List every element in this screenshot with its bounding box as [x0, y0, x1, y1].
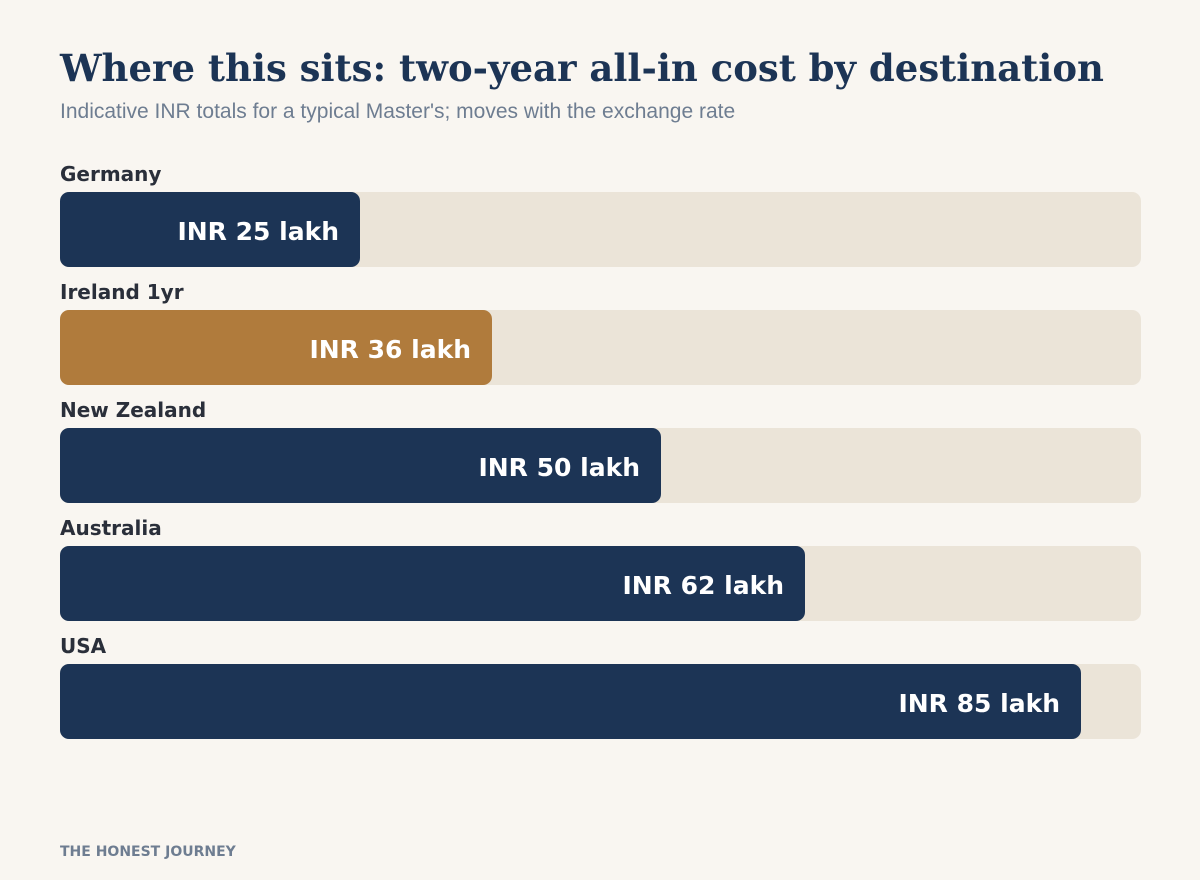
chart-subtitle: Indicative INR totals for a typical Mast… — [60, 100, 736, 123]
bar-value-label: INR 85 lakh — [898, 689, 1060, 718]
category-label: Ireland 1yr — [60, 280, 184, 304]
chart-title: Where this sits: two-year all-in cost by… — [60, 46, 1104, 90]
bar-value-label: INR 50 lakh — [478, 453, 640, 482]
bar-chart: Germany INR 25 lakh Ireland 1yr INR 36 lakh… — [60, 0, 1141, 760]
bar: INR 25 lakh — [60, 192, 360, 267]
category-label: Australia — [60, 516, 162, 540]
bar-row: New Zealand INR 50 lakh — [60, 396, 1141, 506]
bar-track: INR 85 lakh — [60, 664, 1141, 739]
bar-row: Australia INR 62 lakh — [60, 514, 1141, 624]
bar-track: INR 36 lakh — [60, 310, 1141, 385]
bar-track: INR 62 lakh — [60, 546, 1141, 621]
bar-track: INR 25 lakh — [60, 192, 1141, 267]
category-label: New Zealand — [60, 398, 207, 422]
bar: INR 85 lakh — [60, 664, 1081, 739]
bar-row: Germany INR 25 lakh — [60, 160, 1141, 270]
bar-row: Ireland 1yr INR 36 lakh — [60, 278, 1141, 388]
bar-track: INR 50 lakh — [60, 428, 1141, 503]
bar: INR 36 lakh — [60, 310, 492, 385]
category-label: Germany — [60, 162, 162, 186]
bar-row: USA INR 85 lakh — [60, 632, 1141, 742]
bar-value-label: INR 36 lakh — [309, 335, 471, 364]
bar: INR 50 lakh — [60, 428, 661, 503]
bar-value-label: INR 62 lakh — [622, 571, 784, 600]
brand-footer: THE HONEST JOURNEY — [60, 844, 236, 860]
bar: INR 62 lakh — [60, 546, 805, 621]
category-label: USA — [60, 634, 107, 658]
bar-value-label: INR 25 lakh — [177, 217, 339, 246]
